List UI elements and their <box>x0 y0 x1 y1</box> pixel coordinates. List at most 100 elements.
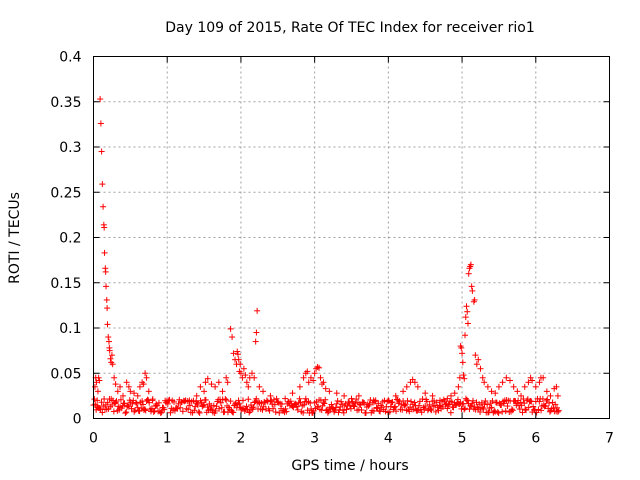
data-point <box>518 392 525 399</box>
data-point <box>145 388 152 395</box>
data-point <box>289 390 296 397</box>
data-point <box>543 388 550 395</box>
data-point <box>161 406 168 413</box>
data-point <box>140 381 147 388</box>
data-point <box>499 379 506 386</box>
data-point <box>554 408 561 415</box>
data-point <box>202 396 209 403</box>
data-point <box>132 407 139 414</box>
data-point <box>245 396 252 403</box>
data-point <box>437 403 444 410</box>
data-point <box>555 407 562 414</box>
data-point <box>278 401 285 408</box>
data-point <box>431 397 438 404</box>
data-point <box>175 400 182 407</box>
data-point <box>166 396 173 403</box>
data-point <box>316 364 323 371</box>
data-point <box>373 404 380 411</box>
data-point <box>339 407 346 414</box>
data-point <box>418 409 425 416</box>
data-point <box>467 261 474 268</box>
data-point <box>234 351 241 358</box>
data-point <box>529 377 536 384</box>
data-point <box>429 392 436 399</box>
data-point <box>301 401 308 408</box>
data-point <box>422 390 429 397</box>
y-tick-label: 0.35 <box>50 95 81 111</box>
data-point <box>294 406 301 413</box>
data-point <box>404 397 411 404</box>
data-point <box>517 399 524 406</box>
y-tick-label: 0.1 <box>59 321 81 337</box>
data-point <box>112 399 119 406</box>
data-point <box>419 396 426 403</box>
data-point <box>101 395 108 402</box>
data-point <box>212 383 219 390</box>
data-point <box>370 397 377 404</box>
data-point <box>177 404 184 411</box>
data-point <box>502 408 509 415</box>
data-point <box>461 375 468 382</box>
data-point <box>217 399 224 406</box>
data-point <box>355 392 362 399</box>
data-point <box>179 408 186 415</box>
data-point <box>201 401 208 408</box>
y-tick-label: 0.05 <box>50 366 81 382</box>
data-point <box>527 374 534 381</box>
data-point <box>462 332 469 339</box>
data-point <box>347 405 354 412</box>
data-point <box>366 401 373 408</box>
data-point <box>481 379 488 386</box>
data-point <box>195 408 202 415</box>
data-point <box>459 359 466 366</box>
data-point <box>416 402 423 409</box>
data-point <box>250 404 257 411</box>
data-point <box>131 390 138 397</box>
data-point <box>196 409 203 416</box>
data-point <box>158 409 165 416</box>
data-point <box>332 404 339 411</box>
data-point <box>402 401 409 408</box>
data-point <box>410 406 417 413</box>
data-point <box>239 374 246 381</box>
data-point <box>459 350 466 357</box>
data-point <box>440 396 447 403</box>
data-point <box>91 383 98 390</box>
data-point <box>377 408 384 415</box>
data-point <box>127 388 134 395</box>
data-point <box>391 404 398 411</box>
data-point <box>96 405 103 412</box>
data-point <box>94 397 101 404</box>
data-point <box>335 409 342 416</box>
data-point <box>141 406 148 413</box>
data-point <box>310 377 317 384</box>
x-tick-label: 0 <box>89 431 98 447</box>
data-point <box>227 325 234 332</box>
data-point <box>153 401 160 408</box>
data-point <box>283 408 290 415</box>
data-point <box>510 383 517 390</box>
data-point <box>392 392 399 399</box>
data-point <box>305 379 312 386</box>
data-point <box>463 303 470 310</box>
y-tick-label: 0 <box>73 412 82 428</box>
data-point <box>248 370 255 377</box>
data-point <box>456 374 463 381</box>
data-point <box>471 296 478 303</box>
data-point <box>293 403 300 410</box>
data-point <box>259 406 266 413</box>
data-point <box>352 400 359 407</box>
data-point <box>108 352 115 359</box>
data-point <box>239 397 246 404</box>
data-point <box>436 397 443 404</box>
x-tick-label: 5 <box>458 431 467 447</box>
data-point <box>448 398 455 405</box>
data-point <box>522 406 529 413</box>
data-point <box>530 403 537 410</box>
data-point <box>230 350 237 357</box>
data-point <box>491 407 498 414</box>
data-point <box>447 409 454 416</box>
data-point <box>209 406 216 413</box>
data-point <box>464 308 471 315</box>
data-point <box>393 408 400 415</box>
